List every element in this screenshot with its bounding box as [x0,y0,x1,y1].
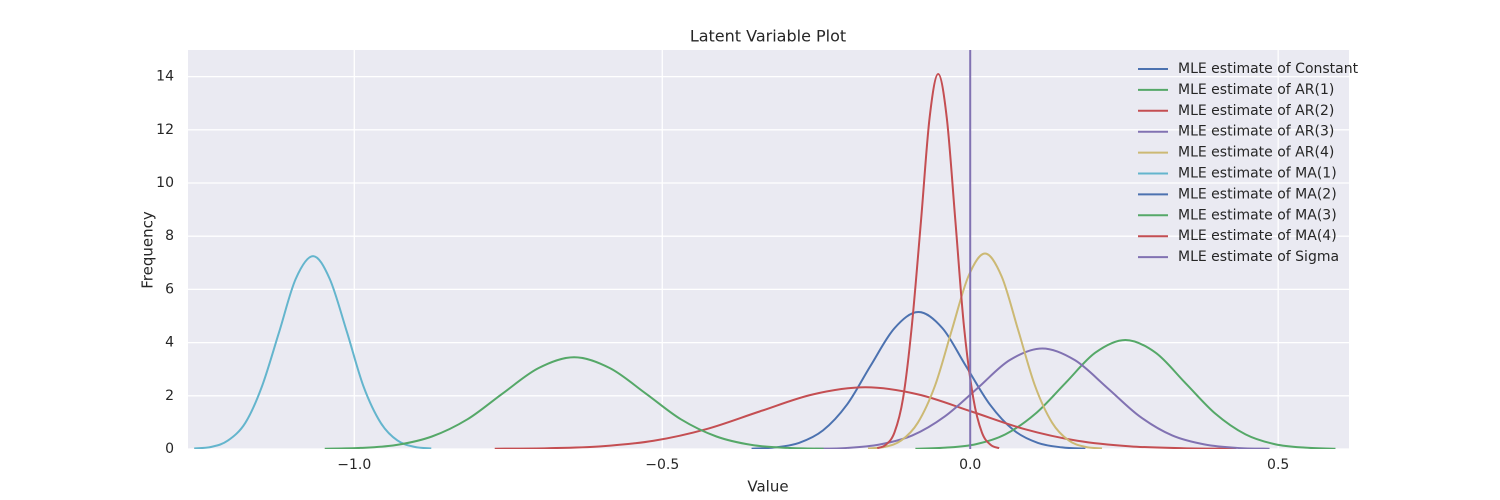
legend-label: MLE estimate of AR(1) [1178,82,1334,98]
x-tick-label: −0.5 [645,457,679,473]
x-tick-label: 0.5 [1267,457,1289,473]
series-line [915,338,1336,449]
plot-area [188,50,1349,449]
legend-label: MLE estimate of AR(4) [1178,145,1334,161]
x-tick-label: −1.0 [337,457,371,473]
legend-label: MLE estimate of MA(1) [1178,166,1337,182]
series-line [494,386,1237,449]
legend-label: MLE estimate of AR(2) [1178,103,1334,119]
legend-label: MLE estimate of MA(2) [1178,186,1337,202]
y-tick-label: 10 [156,175,174,191]
series-line [324,356,824,449]
y-axis-label: Frequency [139,211,157,289]
y-tick-label: 6 [165,281,174,297]
y-tick-label: 12 [156,122,174,138]
legend: MLE estimate of Constant MLE estimate of … [1138,61,1359,265]
x-axis-label: Value [747,478,788,496]
legend-label: MLE estimate of Sigma [1178,249,1339,265]
series-line [751,311,1086,449]
series-line [867,252,1103,449]
legend-label: MLE estimate of Constant [1178,61,1359,77]
y-tick-label: 2 [165,388,174,404]
series-line [194,255,432,449]
legend-label: MLE estimate of AR(3) [1178,124,1334,140]
curves [194,50,1336,449]
y-tick-label: 14 [156,69,174,85]
chart-title: Latent Variable Plot [690,27,846,46]
y-tick-label: 0 [165,441,174,457]
legend-label: MLE estimate of MA(4) [1178,228,1337,244]
series-line [876,72,1000,449]
y-tick-label: 4 [165,335,174,351]
legend-label: MLE estimate of MA(3) [1178,207,1337,223]
x-tick-label: 0.0 [959,457,981,473]
y-tick-label: 8 [165,228,174,244]
